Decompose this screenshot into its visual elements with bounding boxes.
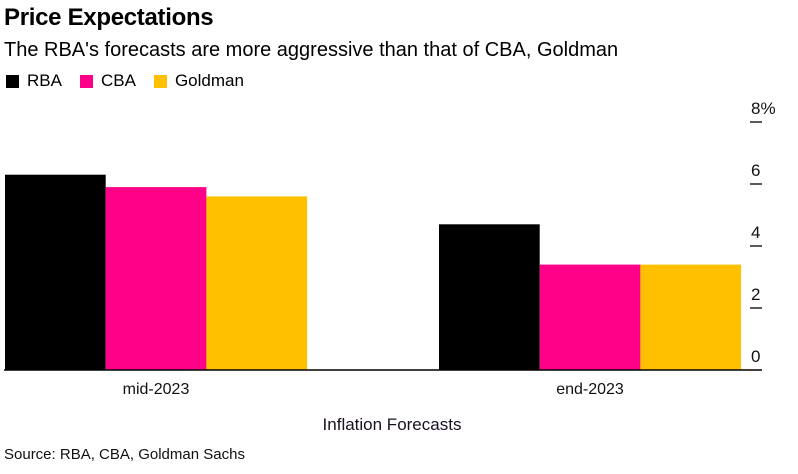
source-note: Source: RBA, CBA, Goldman Sachs xyxy=(4,446,245,463)
legend-swatch-rba xyxy=(6,74,19,88)
x-tick-label-end-2023: end-2023 xyxy=(556,381,624,398)
y-tick-label-8: 8% xyxy=(751,99,776,118)
bar-goldman-end-2023 xyxy=(640,264,742,370)
bar-rba-end-2023 xyxy=(439,224,540,370)
legend-item-goldman: Goldman xyxy=(152,71,244,91)
legend-swatch-goldman xyxy=(153,74,167,88)
x-tick-label-mid-2023: mid-2023 xyxy=(123,381,190,398)
bar-goldman-mid-2023 xyxy=(206,196,308,370)
y-axis: 0 2 4 6 8% xyxy=(750,99,776,366)
y-tick-label-6: 6 xyxy=(751,161,760,180)
bar-rba-mid-2023 xyxy=(5,174,106,370)
legend: RBA CBA Goldman xyxy=(4,71,260,91)
y-tick-label-2: 2 xyxy=(751,285,760,304)
y-tick-label-4: 4 xyxy=(751,223,760,242)
legend-item-cba: CBA xyxy=(78,71,136,91)
legend-label-cba: CBA xyxy=(100,71,136,90)
bar-cba-end-2023 xyxy=(539,264,641,370)
chart-subtitle: The RBA's forecasts are more aggressive … xyxy=(4,39,619,61)
legend-label-rba: RBA xyxy=(27,71,62,90)
y-tick-label-0: 0 xyxy=(751,347,760,366)
legend-item-rba: RBA xyxy=(4,71,62,91)
bars-group xyxy=(5,174,742,370)
legend-swatch-cba xyxy=(79,74,93,88)
bar-cba-mid-2023 xyxy=(105,187,207,370)
x-axis-title: Inflation Forecasts xyxy=(323,415,462,434)
chart-title: Price Expectations xyxy=(4,4,214,31)
legend-label-goldman: Goldman xyxy=(174,71,244,90)
